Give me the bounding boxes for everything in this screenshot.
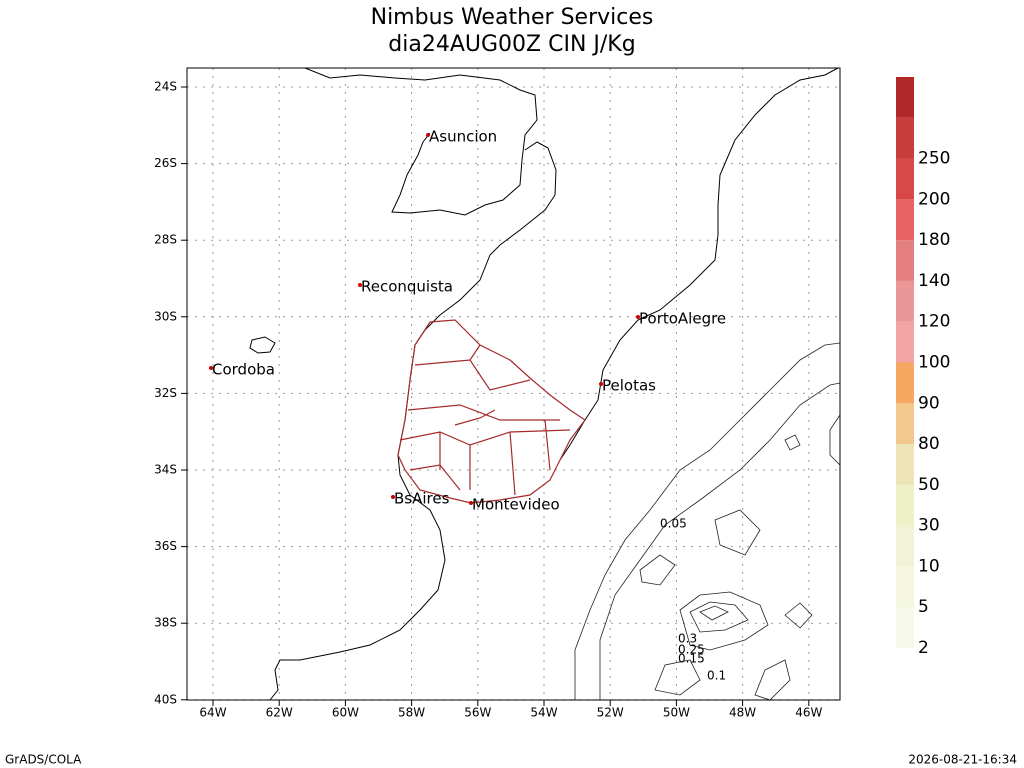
- lat-label: 30S: [154, 309, 177, 323]
- city-dot: [209, 366, 213, 370]
- contour-label: 0.25: [678, 643, 705, 657]
- colorbar-swatch: [896, 525, 914, 567]
- colorbar-label: 100: [918, 353, 950, 373]
- colorbar-swatch: [896, 158, 914, 200]
- colorbar-swatch: [896, 280, 914, 322]
- lat-label: 32S: [154, 386, 177, 400]
- map-frame: [186, 67, 841, 701]
- colorbar-swatch: [896, 240, 914, 281]
- city-dot: [391, 495, 395, 499]
- footer-left: GrADS/COLA: [5, 753, 82, 767]
- colorbar-label: 30: [918, 516, 940, 536]
- colorbar-swatch: [896, 403, 914, 445]
- lon-label: 52W: [597, 706, 624, 720]
- contours: [574, 342, 841, 701]
- city-dot: [636, 315, 640, 319]
- lon-label: 64W: [199, 706, 226, 720]
- grid: 24S 26S 28S 30S 32S 34S 36S 38S 40S 64W 62W 60W 58W 5…: [154, 68, 840, 720]
- city-label: Asuncion: [429, 128, 497, 146]
- colorbar-label: 250: [918, 149, 950, 169]
- colorbar-label: 10: [918, 556, 940, 576]
- lat-label: 26S: [154, 156, 177, 170]
- lon-label: 60W: [332, 706, 359, 720]
- lat-label: 28S: [154, 233, 177, 247]
- lon-label: 62W: [266, 706, 293, 720]
- colorbar-label: 2: [918, 638, 929, 658]
- city-label: BsAires: [394, 490, 450, 508]
- colorbar-swatch: [896, 117, 914, 159]
- title: Nimbus Weather Services: [371, 5, 654, 30]
- lat-label: 38S: [154, 616, 177, 630]
- city-label: PortoAlegre: [639, 310, 726, 328]
- subtitle: dia24AUG00Z CIN J/Kg: [388, 32, 635, 57]
- colorbar-swatch: [896, 321, 914, 363]
- city-label: Reconquista: [361, 278, 453, 296]
- colorbar-swatch: [896, 566, 914, 608]
- colorbar-label: 180: [918, 230, 950, 250]
- colorbar-label: 140: [918, 271, 950, 291]
- contour-label: 0.3: [678, 632, 697, 646]
- lat-label: 34S: [154, 463, 177, 477]
- contour-label: 0.1: [707, 669, 726, 683]
- footer-right: 2026-08-21-16:34: [908, 753, 1017, 767]
- contour-label: 0.05: [660, 517, 687, 531]
- uruguay-borders: [397, 319, 586, 504]
- colorbar-label: 50: [918, 475, 940, 495]
- city-dot: [599, 382, 603, 386]
- colorbar-swatch: [896, 484, 914, 526]
- contour-labels: 0.05 0.30.250.150.1: [660, 517, 726, 683]
- colorbar-swatch: [896, 199, 914, 241]
- colorbar-swatch: [896, 444, 914, 485]
- colorbar: 2 5 10 30 50 80 90 100 120 140 180 200 250: [896, 77, 950, 658]
- city-label: Pelotas: [602, 377, 656, 395]
- lat-label: 36S: [154, 539, 177, 553]
- city-dot: [358, 283, 362, 287]
- colorbar-label: 80: [918, 434, 940, 454]
- lon-label: 54W: [530, 706, 557, 720]
- city-label: Montevideo: [472, 496, 560, 514]
- colorbar-swatch: [896, 607, 914, 648]
- cities: Asuncion Reconquista Cordoba PortoAlegre Pel…: [209, 128, 726, 514]
- city-label: Cordoba: [212, 361, 275, 379]
- colorbar-swatch: [896, 362, 914, 404]
- lon-label: 56W: [464, 706, 491, 720]
- colorbar-label: 200: [918, 189, 950, 209]
- city-dot: [469, 501, 473, 505]
- colorbar-swatch: [896, 77, 914, 118]
- lon-label: 58W: [398, 706, 425, 720]
- colorbar-label: 120: [918, 312, 950, 332]
- lat-label: 24S: [154, 80, 177, 94]
- city-dot: [426, 133, 430, 137]
- contour-label: 0.15: [678, 652, 705, 666]
- lon-label: 50W: [663, 706, 690, 720]
- colorbar-label: 5: [918, 597, 929, 617]
- lat-label: 40S: [154, 692, 177, 706]
- lon-label: 46W: [795, 706, 822, 720]
- colorbar-label: 90: [918, 393, 940, 413]
- lon-label: 48W: [729, 706, 756, 720]
